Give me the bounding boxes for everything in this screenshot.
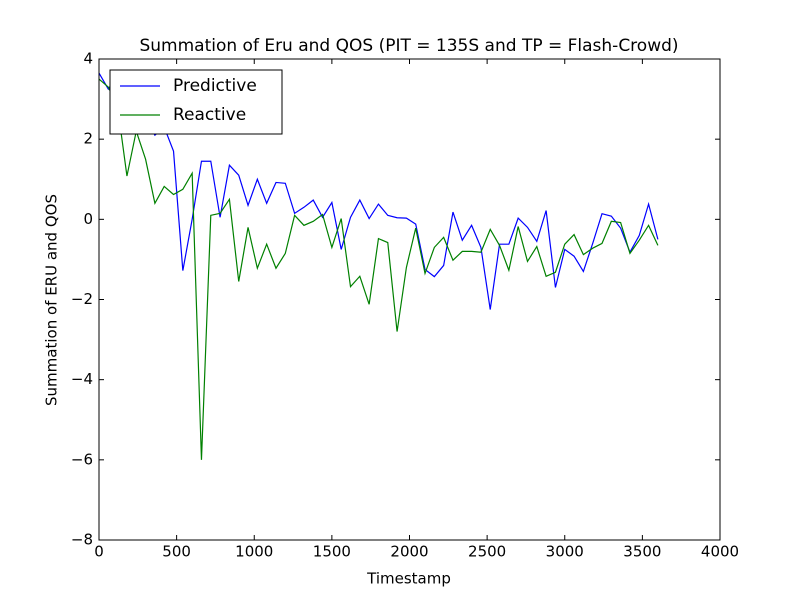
y-axis-label: Summation of ERU and QOS [43,194,61,406]
data-line [98,78,659,460]
x-tick-label: 4000 [701,543,739,561]
x-tick-label: 2500 [468,543,506,561]
x-tick-label: 3500 [623,543,661,561]
legend-box [109,69,283,135]
legend-label: Predictive [173,76,257,96]
x-tick-label: 500 [162,543,191,561]
data-line [98,72,659,310]
x-axis-label: Timestamp [366,570,451,588]
x-tick-label: 1500 [313,543,351,561]
plot-frame [98,58,721,541]
y-tick-label: 4 [83,50,93,68]
y-tick-label: 0 [83,210,93,228]
y-tick-label: 2 [83,130,93,148]
y-tick-label: −8 [71,531,93,549]
x-tick-label: 2000 [390,543,428,561]
legend-label: Reactive [173,105,246,125]
y-tick-label: −2 [71,290,93,308]
chart-title: Summation of Eru and QOS (PIT = 135S and… [139,36,678,56]
x-tick-label: 3000 [546,543,584,561]
y-tick-label: −6 [71,450,93,468]
y-tick-label: −4 [71,370,93,388]
x-tick-label: 1000 [235,543,273,561]
x-tick-label: 0 [94,543,104,561]
